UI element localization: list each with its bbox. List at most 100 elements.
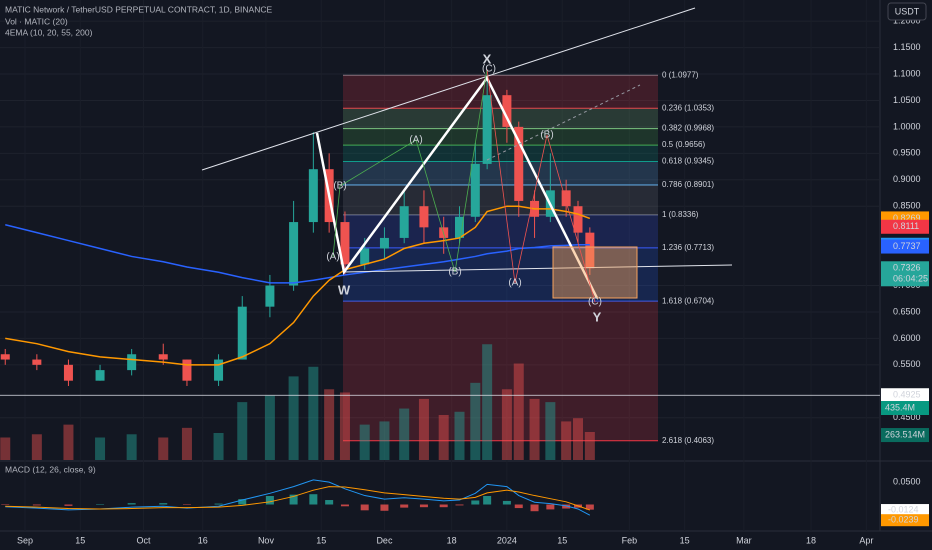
x-tick-label: 18: [806, 535, 816, 545]
fib-label: 0.786 (0.8901): [662, 180, 714, 189]
fib-label: 1.618 (0.6704): [662, 296, 714, 305]
macd-histogram: [96, 504, 105, 505]
fib-band: [343, 128, 658, 146]
macd-histogram: [419, 504, 428, 508]
currency-button[interactable]: [887, 2, 927, 21]
wave-path: [486, 68, 596, 303]
volume-bar: [529, 398, 540, 460]
y-tick-label: 1.1500: [893, 42, 921, 52]
macd-histogram: [238, 499, 247, 505]
trend-line: [201, 7, 696, 171]
y-tick-label: 1.1000: [893, 68, 921, 78]
macd-histogram: [455, 504, 464, 506]
wave-label: (B): [333, 181, 346, 192]
ema-line: [5, 223, 590, 284]
volume-tag: [881, 428, 929, 443]
y-tick-label: 0.4500: [893, 412, 921, 422]
macd-histogram: [546, 504, 555, 510]
volume-bar: [561, 421, 572, 460]
y-tick-label: 0.6000: [893, 333, 921, 343]
candle-body: [340, 222, 350, 265]
macd-tag: [881, 504, 929, 517]
macd-legend: MACD (12, 26, close, 9): [5, 464, 96, 474]
macd-histogram: [530, 504, 539, 512]
macd-line: [5, 479, 591, 516]
volume-bar: [438, 414, 449, 460]
y-tick-label: 0.9500: [893, 148, 921, 158]
macd-histogram: [265, 496, 274, 505]
macd-tag-label: -0.0124: [888, 504, 919, 514]
y-tick-label: 0.8500: [893, 201, 921, 211]
volume-bar: [501, 389, 512, 460]
x-tick-label: 15: [75, 535, 85, 545]
fib-band: [343, 214, 658, 248]
wave-label: (B): [540, 130, 553, 141]
volume-bar: [399, 408, 410, 460]
volume-bar: [470, 382, 481, 460]
candle-body: [308, 169, 318, 223]
candle-body: [514, 126, 524, 201]
volume-bar: [63, 424, 74, 460]
fib-label: 0.618 (0.9345): [662, 157, 714, 166]
macd-line: [5, 486, 591, 511]
volume-bar: [324, 389, 335, 460]
macd-histogram: [483, 496, 492, 505]
macd-histogram: [340, 504, 349, 507]
volume-bar: [545, 402, 556, 460]
price-tag: [881, 261, 929, 287]
x-tick-label: 2024: [497, 535, 517, 545]
price-tag-label: 0.7326: [893, 263, 921, 273]
wave-label: Y: [593, 309, 602, 324]
ema-legend: 4EMA (10, 20, 55, 200): [5, 27, 93, 37]
macd-histogram: [439, 504, 448, 508]
fib-label: 1 (0.8336): [662, 210, 699, 219]
macd-histogram: [32, 504, 41, 506]
currency-label[interactable]: USDT: [895, 6, 920, 16]
volume-bar: [308, 366, 319, 460]
drawings: [201, 7, 733, 303]
x-tick-label: Feb: [622, 535, 638, 545]
fib-label: 0.382 (0.9968): [662, 124, 714, 133]
candle-body: [419, 206, 429, 228]
y-tick-label: 1.2000: [893, 16, 921, 26]
volume-bar: [584, 432, 595, 460]
wxy-pattern: [315, 75, 599, 299]
volume-bar: [158, 437, 169, 460]
volume-tag-label: 435.4M: [885, 402, 915, 412]
fib-label: 0.236 (1.0353): [662, 103, 714, 112]
volume-bar: [237, 402, 248, 460]
candle-body: [95, 370, 105, 381]
volume: [0, 344, 595, 460]
x-tick-label: Apr: [859, 535, 873, 545]
wave-path: [332, 68, 488, 273]
candle-body: [182, 359, 192, 381]
x-tick-label: 15: [557, 535, 567, 545]
wave-label: (C): [482, 64, 496, 75]
volume-bar: [213, 432, 224, 460]
y-tick-label: 0.5500: [893, 359, 921, 369]
volume-bar: [31, 434, 42, 460]
x-tick-label: Mar: [736, 535, 752, 545]
macd-histogram: [182, 504, 191, 505]
macd-histogram: [214, 503, 223, 505]
ema-line: [5, 205, 591, 366]
volume-bar: [573, 418, 583, 460]
volume-bar: [288, 376, 299, 460]
x-tick-label: 18: [447, 535, 457, 545]
wave-label: (C): [588, 297, 602, 308]
candle-body: [127, 354, 137, 371]
y-tick-label: 0.9000: [893, 174, 921, 184]
macd-histogram: [309, 494, 318, 505]
fib-band: [343, 301, 658, 441]
macd-histogram: [289, 494, 298, 505]
price-tag: [881, 219, 929, 234]
volume-bar: [0, 437, 11, 460]
macd-tag-label: -0.0239: [888, 515, 919, 525]
candle-body: [360, 248, 370, 265]
candle-body: [63, 364, 73, 381]
target-box: [552, 246, 638, 299]
fib-band: [343, 185, 658, 215]
fib-label: 2.618 (0.4063): [662, 436, 714, 445]
dashed-line: [486, 84, 641, 161]
